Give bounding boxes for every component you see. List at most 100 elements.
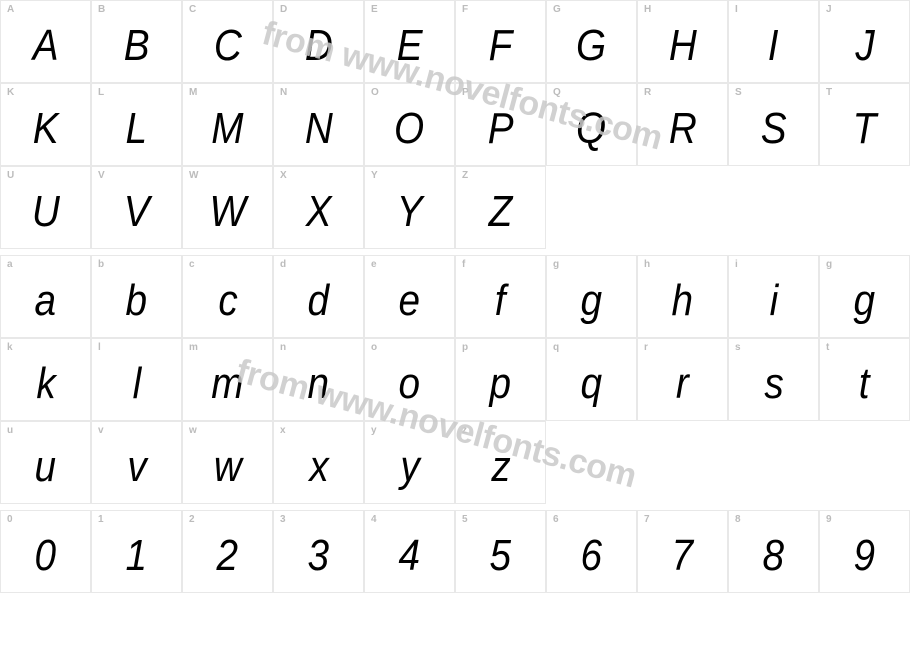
glyph-cell-glyph: 6 [581,534,603,578]
glyph-cell-label: V [98,171,105,181]
glyph-cell-label: z [462,426,467,436]
glyph-cell-label: s [735,343,741,353]
glyph-cell-glyph: p [490,362,512,406]
glyph-cell: nn [273,338,364,421]
glyph-cell-label: o [371,343,377,353]
glyph-cell-label: t [826,343,829,353]
glyph-cell-glyph: q [581,362,603,406]
glyph-cell-label: i [735,260,738,270]
glyph-cell-label: u [7,426,13,436]
glyph-cell-glyph: m [211,362,243,406]
glyph-cell-label: E [371,5,378,15]
glyph-cell-glyph: Z [489,190,513,234]
glyph-cell-glyph: H [669,24,697,68]
glyph-cell-empty [819,166,910,249]
glyph-cell-glyph: c [218,279,237,323]
glyph-cell-glyph: L [126,107,148,151]
glyph-cell-label: W [189,171,198,181]
glyph-cell: GG [546,0,637,83]
glyph-cell-label: N [280,88,287,98]
glyph-cell-empty [728,166,819,249]
glyph-cell: pp [455,338,546,421]
glyph-cell-label: R [644,88,651,98]
glyph-cell-glyph: v [127,445,146,489]
glyph-cell-label: 2 [189,515,195,525]
glyph-cell-label: 1 [98,515,104,525]
glyph-cell-label: 8 [735,515,741,525]
glyph-cell-label: y [371,426,377,436]
glyph-cell-label: e [371,260,377,270]
glyph-cell: cc [182,255,273,338]
glyph-cell: 11 [91,510,182,593]
glyph-cell: ss [728,338,819,421]
glyph-cell: 66 [546,510,637,593]
glyph-cell: dd [273,255,364,338]
glyph-cell-glyph: Q [576,107,606,151]
glyph-cell: KK [0,83,91,166]
glyph-cell: SS [728,83,819,166]
glyph-cell: JJ [819,0,910,83]
glyph-cell: ee [364,255,455,338]
glyph-cell-label: m [189,343,198,353]
glyph-cell-label: X [280,171,287,181]
glyph-cell-label: n [280,343,286,353]
glyph-cell-label: O [371,88,379,98]
glyph-cell-glyph: x [309,445,328,489]
glyph-cell: AA [0,0,91,83]
glyph-cell-glyph: g [581,279,603,323]
glyph-cell-empty [637,421,728,504]
glyph-cell-label: a [7,260,13,270]
glyph-cell-label: F [462,5,468,15]
glyph-cell: gg [546,255,637,338]
glyph-cell-glyph: d [308,279,330,323]
glyph-cell-glyph: 5 [490,534,512,578]
glyph-cell-glyph: y [400,445,419,489]
glyph-cell-glyph: M [211,107,243,151]
glyph-cell-glyph: h [672,279,694,323]
glyph-cell-glyph: s [764,362,783,406]
glyph-cell: CC [182,0,273,83]
glyph-cell: gg [819,255,910,338]
glyph-cell-label: c [189,260,195,270]
glyph-cell-glyph: F [489,24,513,68]
glyph-cell: 44 [364,510,455,593]
glyph-cell-label: M [189,88,197,98]
glyph-cell-label: q [553,343,559,353]
glyph-cell: YY [364,166,455,249]
glyph-cell-label: U [7,171,14,181]
glyph-cell-label: Y [371,171,378,181]
glyph-cell-label: A [7,5,14,15]
glyph-cell-label: I [735,5,738,15]
glyph-cell-label: C [189,5,196,15]
glyph-cell-glyph: o [399,362,421,406]
glyph-cell-label: b [98,260,104,270]
glyph-cell-label: 3 [280,515,286,525]
glyph-cell: aa [0,255,91,338]
glyph-cell-label: w [189,426,197,436]
glyph-cell-glyph: u [35,445,57,489]
glyph-cell-label: f [462,260,465,270]
glyph-cell-glyph: 0 [35,534,57,578]
glyph-cell: bb [91,255,182,338]
glyph-cell: kk [0,338,91,421]
glyph-cell: 77 [637,510,728,593]
glyph-cell: HH [637,0,728,83]
glyph-cell: QQ [546,83,637,166]
glyph-cell-glyph: G [576,24,606,68]
glyph-cell-label: Q [553,88,561,98]
glyph-cell: FF [455,0,546,83]
glyph-cell-glyph: i [769,279,778,323]
glyph-cell: NN [273,83,364,166]
glyph-cell: 22 [182,510,273,593]
glyph-cell: ww [182,421,273,504]
glyph-cell-label: 6 [553,515,559,525]
glyph-cell: DD [273,0,364,83]
glyph-cell: BB [91,0,182,83]
glyph-cell-label: 5 [462,515,468,525]
glyph-cell-glyph: t [859,362,870,406]
glyph-cell-label: l [98,343,101,353]
glyph-cell: LL [91,83,182,166]
glyph-cell: ii [728,255,819,338]
glyph-cell-glyph: f [495,279,506,323]
glyph-cell-glyph: g [854,279,876,323]
